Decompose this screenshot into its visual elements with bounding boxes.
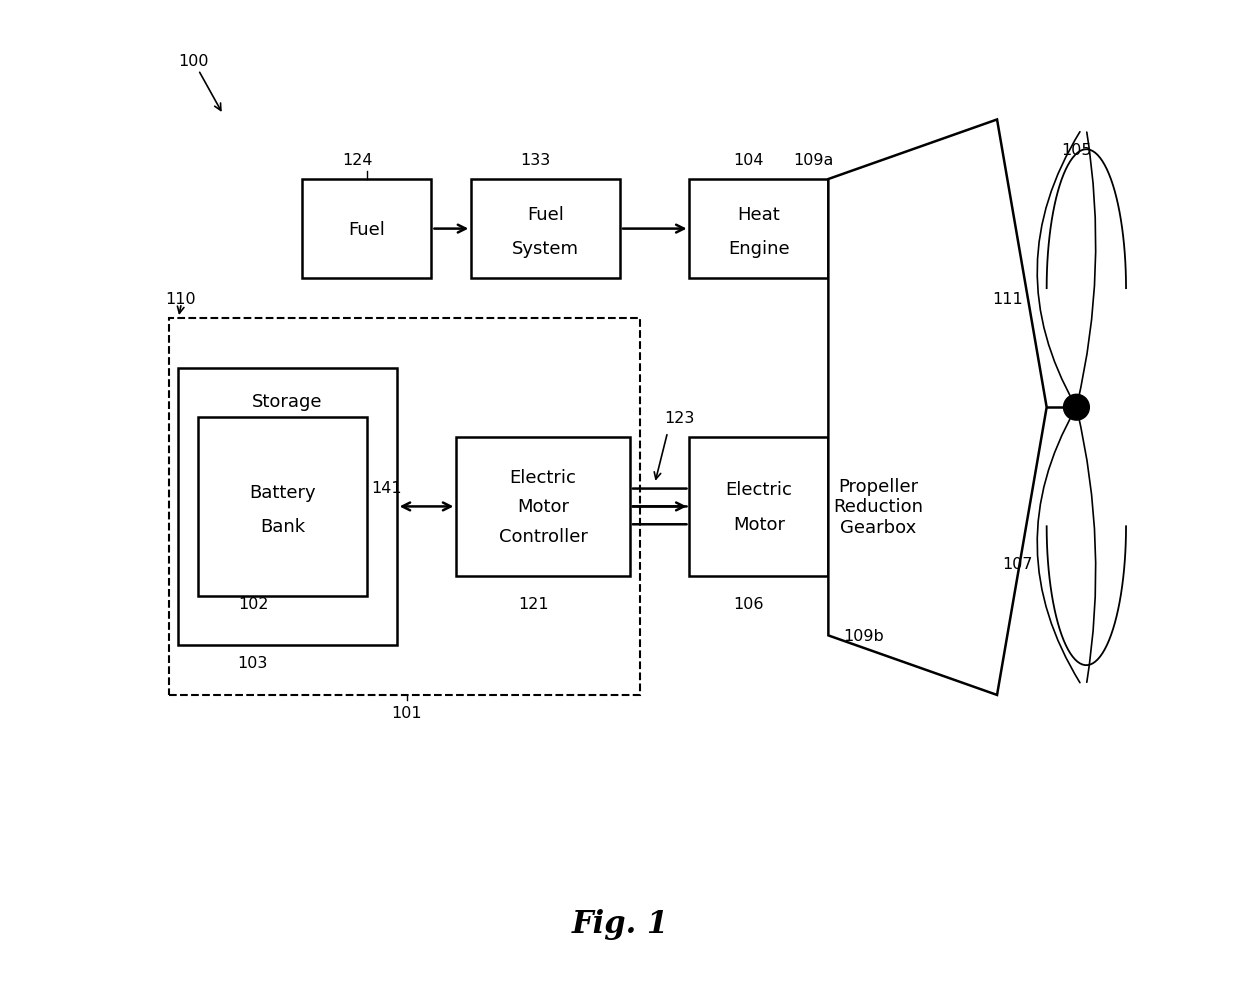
FancyBboxPatch shape bbox=[471, 180, 620, 279]
Text: Electric: Electric bbox=[725, 480, 792, 498]
FancyBboxPatch shape bbox=[689, 180, 828, 279]
Text: 109b: 109b bbox=[843, 629, 884, 644]
Text: Motor: Motor bbox=[517, 498, 569, 516]
Text: 111: 111 bbox=[992, 291, 1023, 307]
Text: 141: 141 bbox=[372, 480, 402, 495]
Circle shape bbox=[1064, 395, 1089, 420]
Text: 101: 101 bbox=[392, 705, 422, 720]
FancyBboxPatch shape bbox=[689, 437, 828, 577]
Text: 106: 106 bbox=[734, 596, 764, 611]
Text: Storage: Storage bbox=[253, 393, 322, 411]
Text: 102: 102 bbox=[238, 596, 269, 611]
Text: 124: 124 bbox=[342, 153, 372, 168]
Text: 109a: 109a bbox=[794, 153, 835, 168]
Text: 123: 123 bbox=[665, 411, 696, 425]
FancyBboxPatch shape bbox=[456, 437, 630, 577]
Polygon shape bbox=[828, 120, 1047, 695]
FancyBboxPatch shape bbox=[198, 417, 367, 596]
FancyBboxPatch shape bbox=[179, 368, 397, 646]
Text: System: System bbox=[512, 241, 579, 258]
Text: 107: 107 bbox=[1002, 557, 1033, 572]
Text: 133: 133 bbox=[521, 153, 551, 168]
Text: 105: 105 bbox=[1061, 143, 1092, 158]
Text: Fuel: Fuel bbox=[527, 206, 564, 224]
Text: Fuel: Fuel bbox=[348, 221, 386, 239]
FancyBboxPatch shape bbox=[169, 319, 640, 695]
Text: 100: 100 bbox=[179, 54, 210, 69]
Text: Fig. 1: Fig. 1 bbox=[572, 908, 668, 938]
Text: Propeller
Reduction
Gearbox: Propeller Reduction Gearbox bbox=[833, 477, 923, 537]
Text: Electric: Electric bbox=[510, 468, 577, 486]
Text: Motor: Motor bbox=[733, 516, 785, 534]
Text: Engine: Engine bbox=[728, 241, 790, 258]
Text: Heat: Heat bbox=[738, 206, 780, 224]
Text: 103: 103 bbox=[238, 655, 268, 671]
Text: Controller: Controller bbox=[498, 528, 588, 546]
Text: 121: 121 bbox=[518, 596, 548, 611]
Text: Battery: Battery bbox=[249, 483, 316, 501]
Text: Bank: Bank bbox=[260, 518, 305, 536]
Text: 110: 110 bbox=[166, 291, 196, 307]
FancyBboxPatch shape bbox=[303, 180, 432, 279]
Text: 104: 104 bbox=[734, 153, 764, 168]
